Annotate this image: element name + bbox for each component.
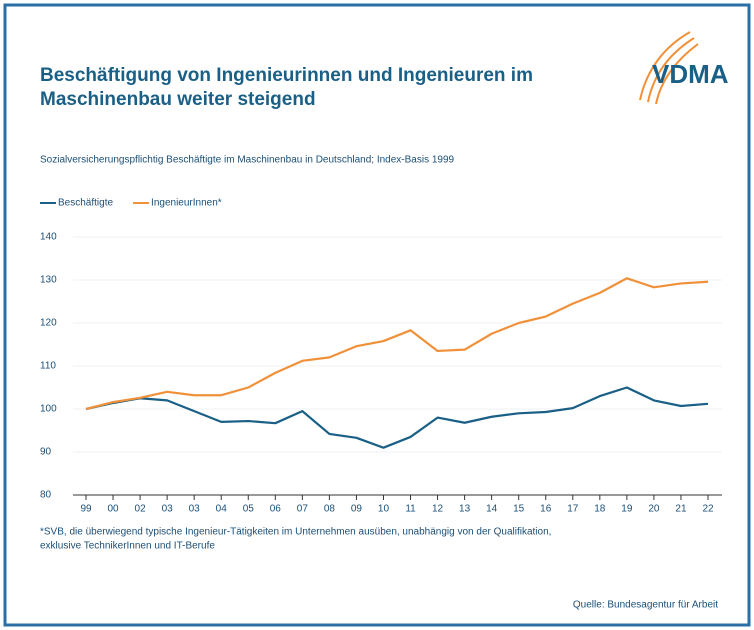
x-tick-label: 20 (648, 504, 660, 515)
x-tick-label: 14 (486, 504, 498, 515)
x-tick-label: 15 (513, 504, 525, 515)
x-tick-label: 99 (80, 504, 92, 515)
series-line (85, 277, 709, 411)
y-tick-label: 130 (40, 275, 57, 286)
x-tick-label: 11 (405, 504, 416, 515)
x-tick-label: 10 (378, 504, 390, 515)
x-tick-label: 07 (297, 504, 309, 515)
x-tick-label: 22 (702, 504, 714, 515)
x-tick-label: 00 (107, 504, 119, 515)
legend-label: IngenieurInnen* (151, 198, 222, 209)
x-tick-label: 02 (135, 504, 147, 515)
x-tick-label: 06 (270, 504, 282, 515)
x-tick-label: 21 (675, 504, 687, 515)
footnote: *SVB, die überwiegend typische Ingenieur… (40, 527, 551, 538)
logo: VDMA (639, 31, 729, 105)
footnote: exklusive TechnikerInnen und IT-Berufe (40, 541, 215, 552)
y-tick-label: 140 (40, 232, 57, 243)
x-tick-label: 03 (162, 504, 174, 515)
subtitle: Sozialversicherungspflichtig Beschäftigt… (40, 155, 455, 166)
frame (3, 3, 751, 627)
y-tick-label: 90 (40, 447, 52, 458)
y-tick-label: 80 (40, 490, 52, 501)
x-tick-label: 12 (432, 504, 444, 515)
x-tick-label: 08 (324, 504, 336, 515)
chart-title: Maschinenbau weiter steigend (40, 89, 316, 110)
x-tick-label: 17 (567, 504, 579, 515)
source: Quelle: Bundesagentur für Arbeit (573, 600, 718, 611)
chart-title: Beschäftigung von Ingenieurinnen und Ing… (40, 65, 533, 86)
x-tick-label: 13 (459, 504, 471, 515)
x-tick-label: 09 (351, 504, 363, 515)
y-tick-label: 110 (40, 361, 56, 372)
y-tick-label: 100 (40, 404, 57, 415)
x-tick-label: 19 (621, 504, 633, 515)
x-tick-label: 18 (594, 504, 606, 515)
logo-text: VDMA (652, 59, 729, 89)
x-tick-label: 05 (243, 504, 255, 515)
x-tick-label: 04 (216, 504, 228, 515)
series-line (85, 386, 709, 449)
legend-label: Beschäftigte (58, 198, 113, 209)
y-tick-label: 120 (40, 318, 57, 329)
x-tick-label: 03 (189, 504, 201, 515)
x-tick-label: 16 (540, 504, 552, 515)
